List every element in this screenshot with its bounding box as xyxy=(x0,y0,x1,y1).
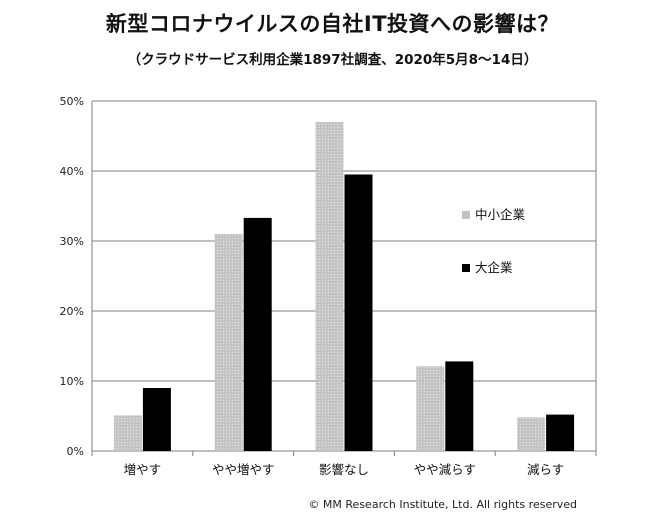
bar-small-enterprise xyxy=(315,122,344,451)
bar-small-enterprise xyxy=(113,415,142,451)
copyright-notice: © MM Research Institute, Ltd. All rights… xyxy=(308,498,577,511)
bar-large-enterprise xyxy=(142,388,171,451)
chart-title: 新型コロナウイルスの自社IT投資への影響は？ xyxy=(105,12,560,36)
bar-small-enterprise xyxy=(214,234,243,451)
bar-large-enterprise xyxy=(243,217,272,451)
x-tick-label: やや減らす xyxy=(414,462,476,477)
axes: 0% 10% 20% 30% 40% 50% 増やす やや増やす 影響なし やや減らす 減らす xyxy=(60,95,597,477)
legend-label: 大企業 xyxy=(475,260,513,275)
y-tick-label: 10% xyxy=(60,375,84,388)
y-tick-label: 0% xyxy=(67,445,84,458)
x-tick-label: 影響なし xyxy=(319,462,369,477)
bar-large-enterprise xyxy=(546,414,575,451)
gridlines xyxy=(92,100,596,452)
x-tick-label: 増やす xyxy=(124,462,162,477)
y-tick-label: 40% xyxy=(60,165,84,178)
bar-large-enterprise xyxy=(344,174,373,451)
bar-small-enterprise xyxy=(416,366,445,451)
y-tick-label: 20% xyxy=(60,305,84,318)
x-tick-label: やや増やす xyxy=(212,462,275,477)
y-tick-label: 50% xyxy=(60,95,84,108)
bar-small-enterprise xyxy=(517,417,546,451)
bars xyxy=(113,122,575,451)
x-tick-label: 減らす xyxy=(527,462,564,477)
bar-large-enterprise xyxy=(445,361,474,451)
legend-swatch xyxy=(462,211,470,219)
y-tick-label: 30% xyxy=(60,235,84,248)
chart-subtitle: （クラウドサービス利用企業1897社調査、2020年5月8～14日） xyxy=(127,52,538,68)
legend-label: 中小企業 xyxy=(475,207,526,222)
legend-swatch xyxy=(462,264,470,272)
